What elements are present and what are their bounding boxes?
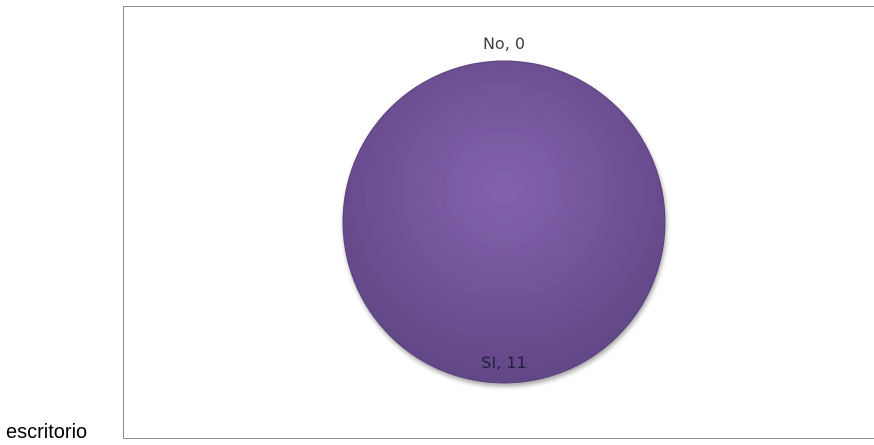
pie-slice-si bbox=[342, 60, 666, 384]
pie-slices bbox=[342, 60, 666, 384]
side-text: escritorio bbox=[6, 421, 88, 443]
data-label-no: No, 0 bbox=[483, 34, 525, 53]
pie-data-labels: No, 0 SI, 11 bbox=[481, 34, 526, 372]
chart-area: No, 0 SI, 11 bbox=[123, 6, 874, 439]
data-label-si: SI, 11 bbox=[481, 353, 526, 372]
pie-chart: No, 0 SI, 11 bbox=[342, 34, 666, 384]
